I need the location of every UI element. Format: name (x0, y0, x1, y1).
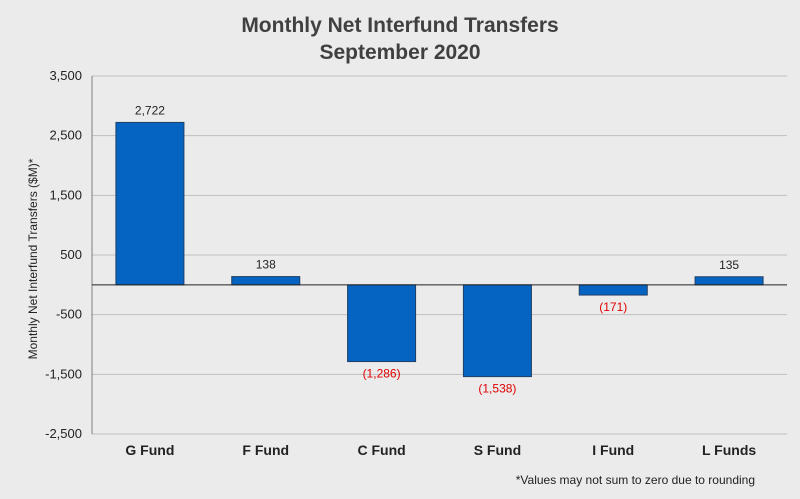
x-tick-label: F Fund (242, 442, 289, 458)
axes (91, 76, 787, 434)
data-labels: 2,722 138 (1,286) (1,538) (171) 135 (135, 103, 740, 395)
bar-s-fund (462, 284, 532, 378)
x-tick-label: C Fund (357, 442, 405, 458)
x-tick-label: G Fund (125, 442, 174, 458)
y-tick-label: 3,500 (49, 68, 82, 83)
data-label: (1,538) (478, 382, 516, 396)
y-tick-label: -500 (56, 307, 82, 322)
y-tick-label: 2,500 (49, 128, 82, 143)
y-tick-label: 1,500 (49, 187, 82, 202)
y-tick-label: -2,500 (45, 426, 82, 441)
y-tick-label: 500 (60, 247, 82, 262)
data-label: 138 (256, 258, 276, 272)
data-label: 2,722 (135, 103, 165, 117)
footnote: *Values may not sum to zero due to round… (516, 473, 755, 487)
bar-i-fund (578, 284, 648, 296)
y-axis-ticks: -2,500 -1,500 -500 500 1,500 2,500 3,500 (45, 68, 82, 441)
bar-g-fund (115, 121, 185, 286)
y-axis-label: Monthly Net Interfund Transfers ($M)* (26, 158, 40, 359)
data-label: (1,286) (363, 367, 401, 381)
data-label: (171) (599, 300, 627, 314)
data-label: 135 (719, 258, 739, 272)
bar-f-fund (231, 276, 301, 286)
bar-c-fund (347, 284, 417, 363)
x-tick-label: L Funds (702, 442, 756, 458)
y-tick-label: -1,500 (45, 366, 82, 381)
bar-l-funds (694, 276, 764, 286)
x-tick-label: I Fund (592, 442, 634, 458)
x-tick-label: S Fund (474, 442, 521, 458)
chart-title-line-1: Monthly Net Interfund Transfers (241, 14, 558, 37)
gridlines (92, 75, 787, 435)
bars (115, 121, 764, 378)
x-axis-categories: G Fund F Fund C Fund S Fund I Fund L Funds (125, 442, 756, 458)
chart-title-line-2: September 2020 (319, 41, 480, 64)
